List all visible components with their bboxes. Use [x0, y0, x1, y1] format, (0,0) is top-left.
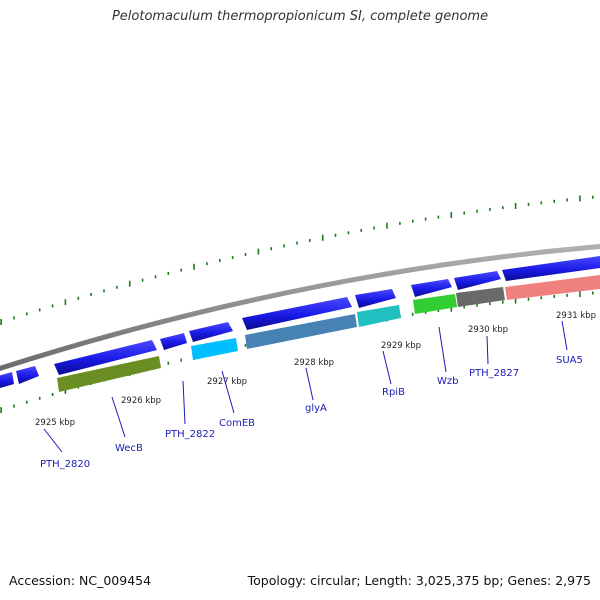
feature-wecb — [57, 356, 161, 392]
kbp-label: 2930 kbp — [468, 325, 508, 335]
leader-line — [43, 428, 63, 453]
kbp-label: 2925 kbp — [35, 418, 75, 428]
leader-line — [486, 335, 489, 365]
feature-rpib — [357, 305, 401, 327]
leader-line — [438, 326, 447, 373]
cds-arrow — [189, 322, 233, 342]
gene-label: ComEB — [219, 418, 255, 429]
kbp-label: 2927 kbp — [207, 377, 247, 387]
upper-tick-row — [0, 195, 594, 325]
feature-sua5 — [505, 275, 600, 300]
kbp-label: 2926 kbp — [121, 396, 161, 406]
gene-label: SUA5 — [556, 355, 583, 366]
gene-label: RpiB — [382, 387, 405, 398]
cds-track — [0, 256, 600, 388]
kbp-label: 2929 kbp — [381, 341, 421, 351]
cds-arrow — [16, 366, 39, 384]
cds-arrow — [54, 340, 157, 375]
gene-label: PTH_2822 — [165, 429, 215, 440]
cds-arrow — [411, 279, 452, 297]
cds-arrow — [502, 256, 600, 281]
map-title: Pelotomaculum thermopropionicum SI, comp… — [111, 9, 489, 24]
leader-line — [561, 320, 568, 351]
kbp-label: 2928 kbp — [294, 358, 334, 368]
feature-pth2827 — [456, 287, 505, 307]
leader-line — [182, 380, 186, 425]
leader-line — [111, 396, 126, 438]
backbone-line — [0, 243, 600, 372]
cds-arrow — [160, 333, 187, 350]
kbp-scale: 2925 kbp 2926 kbp 2927 kbp 2928 kbp 2929… — [35, 311, 596, 428]
leader-line — [382, 350, 392, 385]
cds-arrow — [454, 271, 501, 290]
gene-label: Wzb — [437, 376, 458, 387]
gene-label: PTH_2820 — [40, 459, 90, 470]
leader-line — [221, 370, 235, 414]
feature-glya — [245, 314, 357, 349]
kbp-label: 2931 kbp — [556, 311, 596, 321]
feature-wzb — [413, 294, 457, 314]
accession-text: Accession: NC_009454 — [9, 573, 152, 588]
feature-track — [57, 275, 600, 392]
cds-arrow — [355, 289, 396, 308]
leader-line — [305, 367, 314, 401]
gene-label: WecB — [115, 443, 143, 454]
feature-comeb — [191, 338, 238, 360]
topology-summary: Topology: circular; Length: 3,025,375 bp… — [247, 573, 591, 588]
cds-arrow — [242, 297, 352, 330]
label-leaders — [43, 320, 568, 453]
gene-labels: PTH_2820 WecB PTH_2822 ComEB glyA RpiB W… — [40, 355, 583, 470]
cds-arrow — [0, 372, 14, 388]
gene-label: PTH_2827 — [469, 368, 519, 379]
gene-label: glyA — [305, 403, 327, 414]
